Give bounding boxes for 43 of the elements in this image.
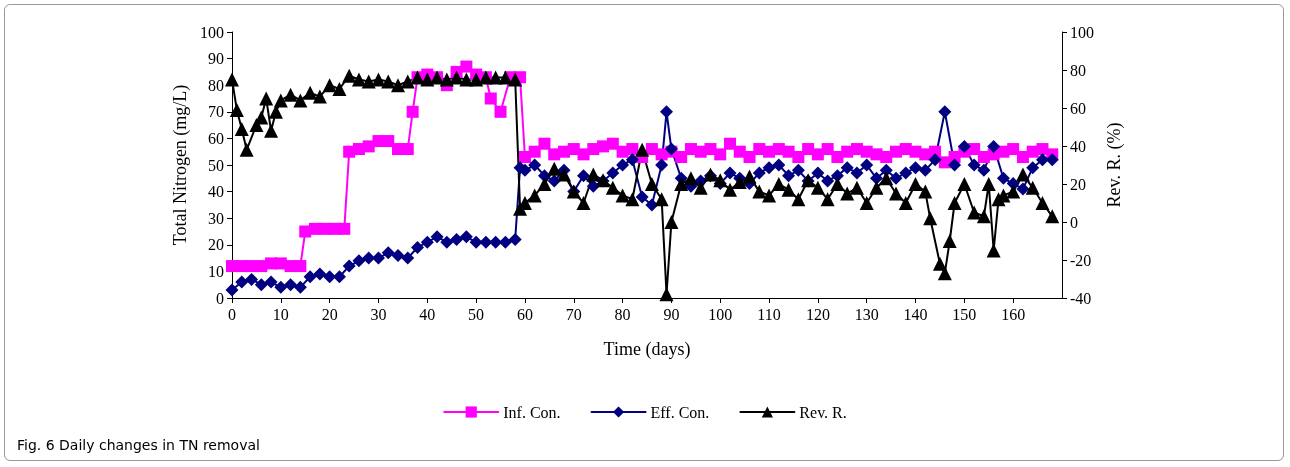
x-tick-label: 0 bbox=[228, 305, 236, 323]
y2-tick-label: 20 bbox=[1070, 175, 1086, 193]
y-tick-label: 50 bbox=[208, 156, 224, 174]
y2-tick-label: 60 bbox=[1070, 99, 1086, 117]
x-axis-title: Time (days) bbox=[603, 339, 691, 360]
x-tick-label: 30 bbox=[370, 305, 387, 323]
y2-tick-label: 40 bbox=[1070, 137, 1086, 155]
y-tick-label: 80 bbox=[208, 76, 224, 94]
text: Fig. 6 Daily changes in TN removal bbox=[17, 437, 260, 453]
x-tick-label: 150 bbox=[952, 305, 977, 323]
y2-tick-label: -20 bbox=[1070, 251, 1092, 269]
y-tick-label: 70 bbox=[208, 103, 224, 121]
x-tick-label: 10 bbox=[272, 305, 289, 323]
x-tick-label: 160 bbox=[1001, 305, 1026, 323]
y-tick-label: 30 bbox=[208, 209, 224, 227]
legend-label: Rev. R. bbox=[799, 403, 847, 421]
y2-tick-label: 100 bbox=[1070, 23, 1094, 41]
y-tick-label: 20 bbox=[208, 236, 224, 254]
x-tick-label: 80 bbox=[614, 305, 631, 323]
x-tick-label: 120 bbox=[805, 305, 830, 323]
y-tick-label: 40 bbox=[208, 183, 224, 201]
y2-tick-label: -40 bbox=[1070, 289, 1092, 307]
x-tick-label: 110 bbox=[757, 305, 781, 323]
y2-tick-label: 0 bbox=[1070, 213, 1078, 231]
legend-label: Eff. Con. bbox=[650, 403, 710, 421]
x-tick-label: 50 bbox=[468, 305, 485, 323]
y-tick-label: 60 bbox=[208, 129, 224, 147]
y-axis-title: Total Nitrogen (mg/L) bbox=[170, 84, 192, 246]
x-tick-label: 20 bbox=[321, 305, 338, 323]
x-tick-label: 130 bbox=[854, 305, 879, 323]
y-tick-label: 0 bbox=[216, 289, 224, 307]
y2-tick-label: 80 bbox=[1070, 61, 1086, 79]
x-tick-label: 70 bbox=[565, 305, 582, 323]
y-tick-label: 100 bbox=[200, 23, 224, 41]
y-tick-label: 10 bbox=[208, 262, 224, 280]
y-tick-label: 90 bbox=[208, 50, 224, 68]
y2-axis-title: Rev. R. (%) bbox=[1103, 122, 1125, 208]
x-tick-label: 90 bbox=[663, 305, 680, 323]
x-tick-label: 40 bbox=[419, 305, 436, 323]
x-tick-label: 60 bbox=[516, 305, 533, 323]
x-tick-label: 140 bbox=[903, 305, 928, 323]
legend-label: Inf. Con. bbox=[503, 403, 561, 421]
x-tick-label: 100 bbox=[708, 305, 733, 323]
